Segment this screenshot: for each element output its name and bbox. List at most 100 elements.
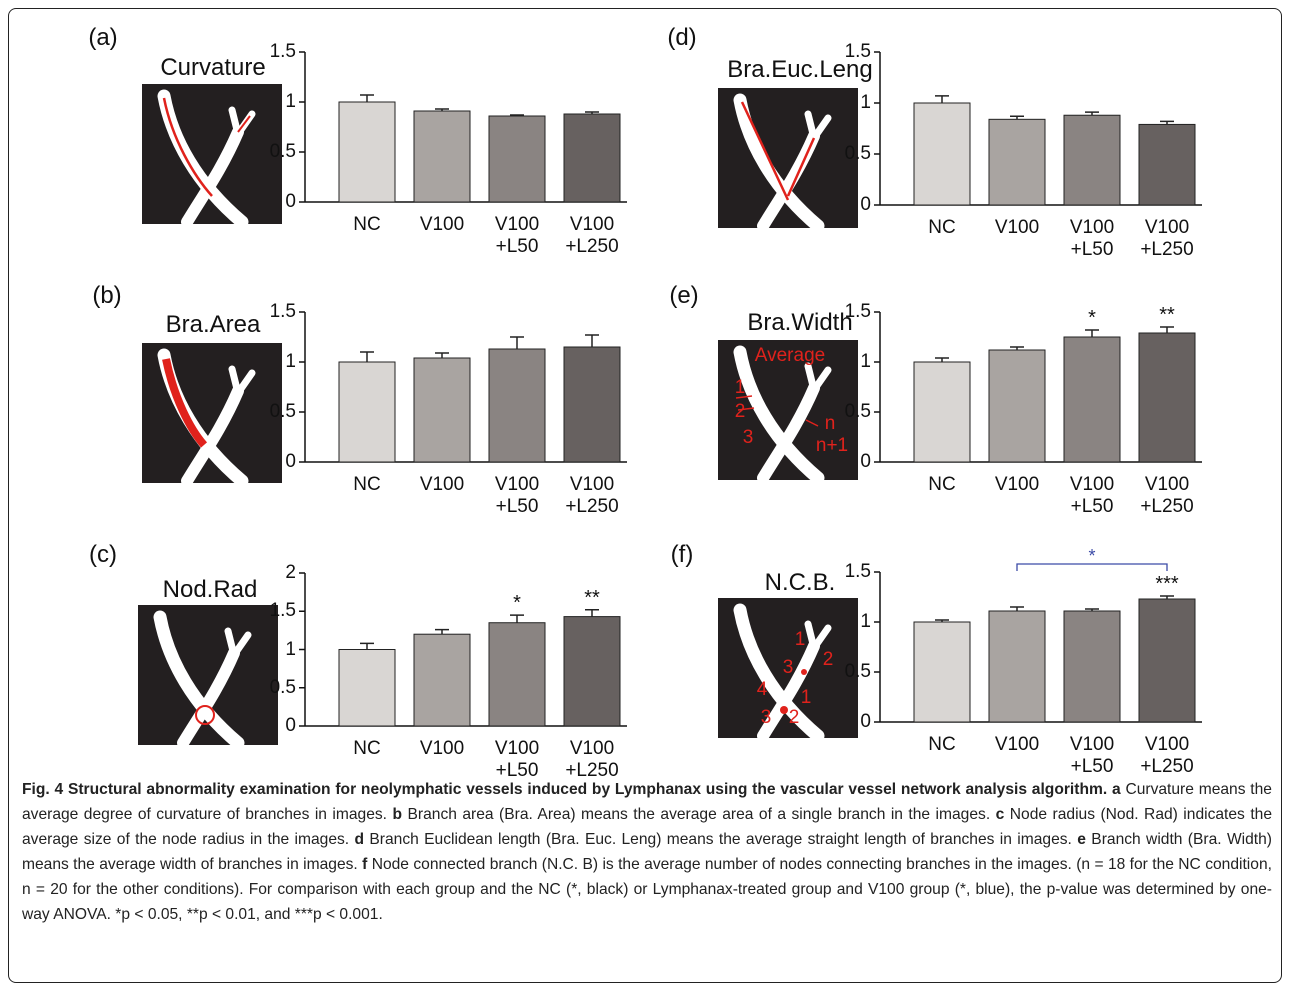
panel-label: (c) xyxy=(89,541,117,568)
x-tick-label: V100 +L250 xyxy=(1140,474,1194,517)
inset-label: 1 xyxy=(794,629,806,650)
error-bar xyxy=(935,357,949,362)
vessel xyxy=(181,126,244,228)
bar xyxy=(413,110,471,203)
error-bar xyxy=(510,614,524,623)
y-tick-label: 1 xyxy=(860,92,871,113)
error-bar xyxy=(510,336,524,349)
y-tick-label: 0.5 xyxy=(844,661,871,682)
y-tick-label: 0 xyxy=(285,451,296,472)
caption-bold: d xyxy=(354,831,365,848)
vessel xyxy=(810,624,832,652)
bar xyxy=(488,622,546,727)
caption-bold: f xyxy=(362,856,368,873)
overlay xyxy=(735,395,819,427)
significance-mark: *** xyxy=(1155,573,1179,595)
x-tick-label: NC xyxy=(928,217,956,238)
inset-image xyxy=(718,88,858,233)
overlay xyxy=(801,669,807,675)
bar xyxy=(488,348,546,463)
overlay xyxy=(162,358,208,448)
x-tick-label: V100 xyxy=(994,474,1040,495)
inset-label: 3 xyxy=(742,427,754,448)
significance-mark: * xyxy=(1088,307,1096,329)
caption-bold: e xyxy=(1077,831,1086,848)
error-bar xyxy=(1160,326,1174,333)
caption-text: Node radius (Nod. Rad) indicates the ave… xyxy=(22,806,1272,848)
x-tick-label: V100 +L50 xyxy=(1069,217,1115,260)
vessel xyxy=(234,369,256,397)
y-tick-label: 0.5 xyxy=(844,143,871,164)
y-tick-label: 1.5 xyxy=(844,301,871,322)
bar xyxy=(488,115,546,203)
x-tick-label: V100 +L50 xyxy=(1069,734,1115,777)
inset-image xyxy=(142,343,282,488)
caption-bold: b xyxy=(392,806,403,823)
panel-label: (b) xyxy=(92,282,122,309)
x-tick-label: NC xyxy=(928,734,956,755)
panel-title: Bra.Width xyxy=(747,309,853,336)
error-bar xyxy=(1160,595,1174,599)
inset-image xyxy=(718,598,858,743)
y-tick-label: 0.5 xyxy=(269,141,296,162)
caption-text: Node connected branch (N.C. B) is the av… xyxy=(371,856,1072,873)
vessel xyxy=(230,631,252,659)
inset-image xyxy=(142,84,282,229)
y-tick-label: 1 xyxy=(285,351,296,372)
significance-mark: ** xyxy=(584,586,600,609)
inset-label: 2 xyxy=(734,401,746,422)
inset-label: 3 xyxy=(760,707,772,728)
error-bar xyxy=(1085,329,1099,337)
panel-title: N.C.B. xyxy=(764,569,836,596)
x-tick-label: V100 +L50 xyxy=(1069,474,1115,517)
panel-title: Bra.Euc.Leng xyxy=(727,56,873,83)
inset-image xyxy=(138,605,278,750)
caption-text: Branch area (Bra. Area) means the averag… xyxy=(407,806,991,823)
y-tick-label: 0.5 xyxy=(844,401,871,422)
x-tick-label: V100 +L250 xyxy=(1140,734,1194,777)
vessel xyxy=(733,345,825,485)
bar xyxy=(338,101,396,203)
y-tick-label: 1 xyxy=(285,638,296,660)
error-bar xyxy=(1010,115,1024,120)
bar xyxy=(338,361,396,463)
vessel xyxy=(733,93,825,233)
overlay xyxy=(237,115,251,133)
bar xyxy=(1138,598,1196,723)
x-tick-label: NC xyxy=(353,214,381,235)
bar xyxy=(988,118,1046,206)
inset-label: 2 xyxy=(822,649,834,670)
error-bar xyxy=(1160,120,1174,125)
x-tick-label: NC xyxy=(353,738,381,759)
x-tick-label: V100 +L50 xyxy=(494,738,540,781)
y-tick-label: 0 xyxy=(860,194,871,215)
y-tick-label: 0.5 xyxy=(269,676,296,698)
x-tick-label: V100 +L250 xyxy=(1140,217,1194,260)
y-tick-label: 0 xyxy=(860,711,871,732)
bar xyxy=(413,633,471,727)
y-tick-label: 1.5 xyxy=(269,600,296,622)
overlay xyxy=(195,705,215,725)
vessel xyxy=(181,385,244,487)
x-tick-label: V100 xyxy=(419,214,465,235)
bar xyxy=(1063,336,1121,463)
inset-label: n+1 xyxy=(815,435,849,456)
inset-image xyxy=(718,340,858,485)
y-tick-label: 1.5 xyxy=(844,41,871,62)
inset-label: 4 xyxy=(756,679,768,700)
inset-label: 1 xyxy=(800,687,812,708)
y-tick-label: 1.5 xyxy=(269,41,296,62)
bar xyxy=(563,616,621,727)
error-bar xyxy=(585,111,599,114)
vessel xyxy=(153,610,245,750)
comparison-bracket xyxy=(1016,563,1168,571)
error-bar xyxy=(435,628,449,635)
panel-label: (a) xyxy=(88,24,118,51)
error-bar xyxy=(1010,606,1024,611)
significance-mark: ** xyxy=(1159,304,1175,326)
caption-text: Curvature means the average degree of cu… xyxy=(22,781,1272,823)
x-tick-label: V100 xyxy=(994,217,1040,238)
caption-text: (n = 18 for the NC condition, n = 20 for… xyxy=(22,856,1272,923)
inset-label: 3 xyxy=(782,657,794,678)
bar xyxy=(988,610,1046,723)
